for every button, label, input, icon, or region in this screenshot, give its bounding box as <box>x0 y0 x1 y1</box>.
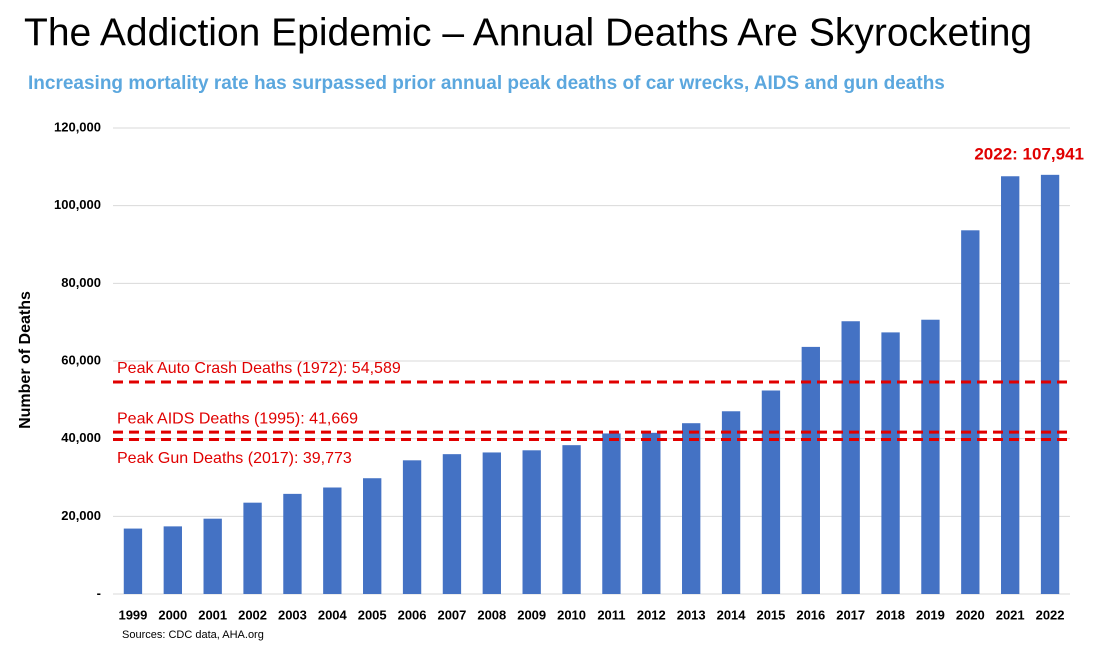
y-tick-label: 80,000 <box>61 275 101 290</box>
x-tick-label: 2002 <box>238 607 267 622</box>
bar <box>482 452 501 594</box>
bar <box>961 230 980 595</box>
bar <box>602 433 621 594</box>
chart-title: The Addiction Epidemic – Annual Deaths A… <box>24 11 1032 54</box>
x-tick-label: 2021 <box>996 607 1025 622</box>
x-tick-label: 2019 <box>916 607 945 622</box>
x-tick-label: 2004 <box>318 607 348 622</box>
x-tick-label: 2001 <box>198 607 227 622</box>
x-tick-label: 2016 <box>796 607 825 622</box>
bar <box>562 445 581 594</box>
bar <box>163 526 182 594</box>
annotation: 2022: 107,941 <box>974 144 1084 163</box>
x-tick-label: 2007 <box>437 607 466 622</box>
x-tick-label: 2006 <box>398 607 427 622</box>
y-tick-label: 120,000 <box>54 119 101 134</box>
x-tick-label: 2022 <box>1036 607 1065 622</box>
reference-label: Peak Auto Crash Deaths (1972): 54,589 <box>117 360 401 377</box>
x-tick-label: 2020 <box>956 607 985 622</box>
bar <box>243 502 262 594</box>
source-note: Sources: CDC data, AHA.org <box>122 629 264 641</box>
y-axis-label: Number of Deaths <box>17 291 34 429</box>
bar <box>363 478 382 594</box>
x-tick-label: 2015 <box>756 607 785 622</box>
bar <box>1001 176 1020 594</box>
bar <box>442 454 462 594</box>
bar <box>522 450 541 594</box>
bar <box>283 493 302 594</box>
reference-label: Peak Gun Deaths (2017): 39,773 <box>117 450 352 467</box>
bar <box>801 346 820 594</box>
y-tick-label: 40,000 <box>61 430 101 445</box>
y-tick-label: - <box>97 585 101 600</box>
y-tick-label: 60,000 <box>61 352 101 367</box>
bar <box>323 487 342 594</box>
chart-subtitle: Increasing mortality rate has surpassed … <box>28 73 945 94</box>
x-tick-label: 2014 <box>717 607 747 622</box>
bar <box>841 321 860 594</box>
bar <box>123 528 143 594</box>
bar <box>682 423 701 594</box>
bar <box>642 432 661 594</box>
bar <box>203 518 222 594</box>
bar <box>402 460 422 594</box>
y-tick-label: 100,000 <box>54 197 101 212</box>
x-tick-label: 2018 <box>876 607 905 622</box>
y-tick-label: 20,000 <box>61 508 101 523</box>
x-tick-label: 2005 <box>358 607 387 622</box>
x-tick-label: 2013 <box>677 607 706 622</box>
reference-label: Peak AIDS Deaths (1995): 41,669 <box>117 410 358 427</box>
x-tick-label: 2011 <box>597 607 625 622</box>
x-tick-label: 2000 <box>158 607 187 622</box>
x-tick-label: 2003 <box>278 607 307 622</box>
x-tick-label: 2008 <box>477 607 506 622</box>
bar <box>1040 174 1060 595</box>
bar <box>881 332 900 594</box>
x-tick-label: 2012 <box>637 607 666 622</box>
bar <box>721 411 741 594</box>
x-tick-label: 1999 <box>118 607 147 622</box>
x-tick-label: 2017 <box>836 607 865 622</box>
bar <box>921 319 940 594</box>
x-tick-label: 2009 <box>517 607 546 622</box>
bar <box>761 390 781 594</box>
x-tick-label: 2010 <box>557 607 586 622</box>
